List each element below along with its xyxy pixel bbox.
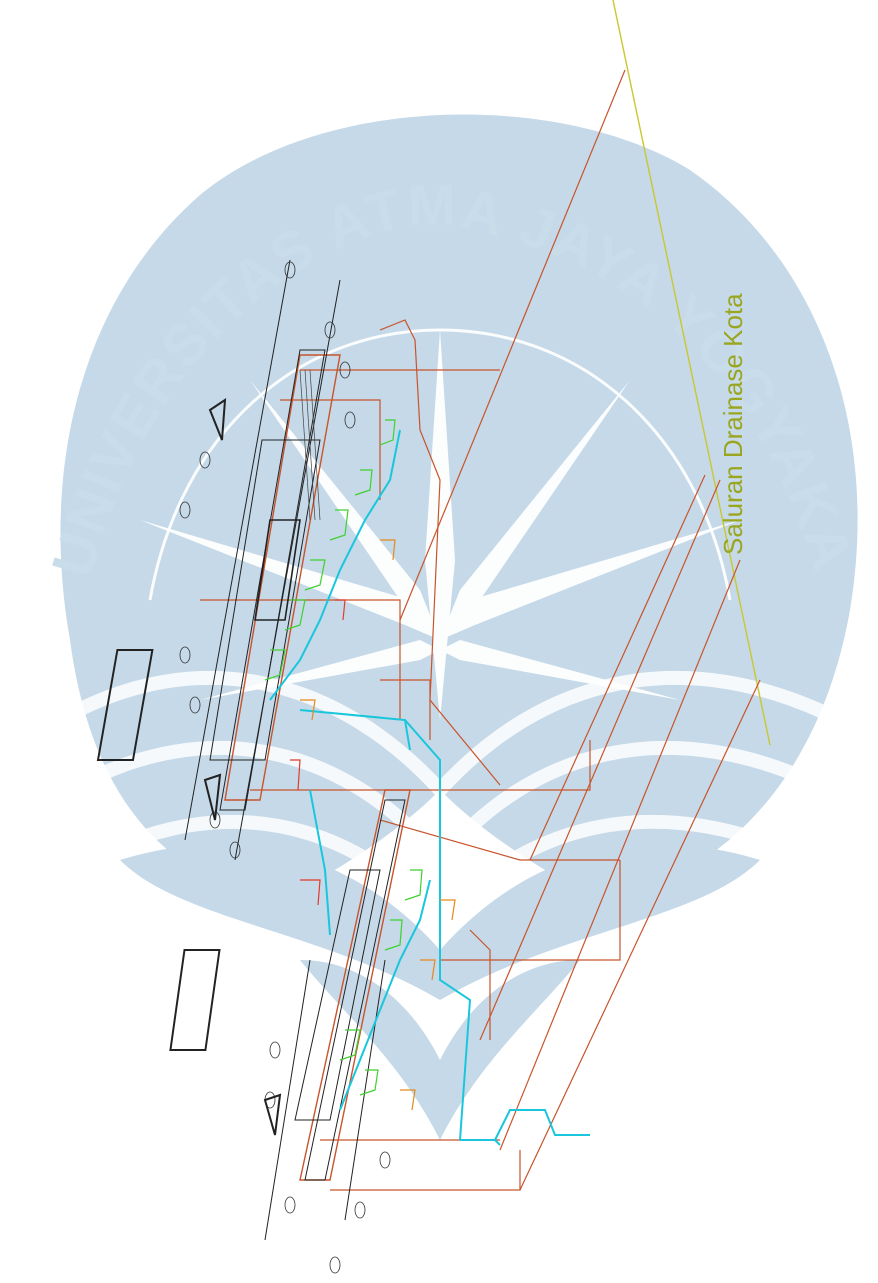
lower-north-arrow [263,1093,282,1136]
drainage-label: Saluran Drainase Kota [718,293,748,555]
upper-floor-plan [96,259,356,861]
emblem-shield-shape [60,114,858,901]
lower-room-block [169,949,221,1051]
lower-floor-plan [169,799,406,1274]
upper-fixture-branches [264,419,396,906]
lower-grid-markers [264,1041,391,1274]
structure-frame [200,69,761,1191]
upper-fixture-hatch [299,369,321,521]
lower-fixture-branches [339,869,456,1111]
emblem-lower-ribbons [120,844,760,1140]
upper-grid-markers [179,261,356,859]
upper-stair-symbol [208,398,227,441]
upper-north-arrow [203,773,222,821]
upper-room-block [96,649,154,761]
clean-water-piping [269,429,590,1146]
city-drainage-line: Saluran Drainase Kota [612,0,771,746]
